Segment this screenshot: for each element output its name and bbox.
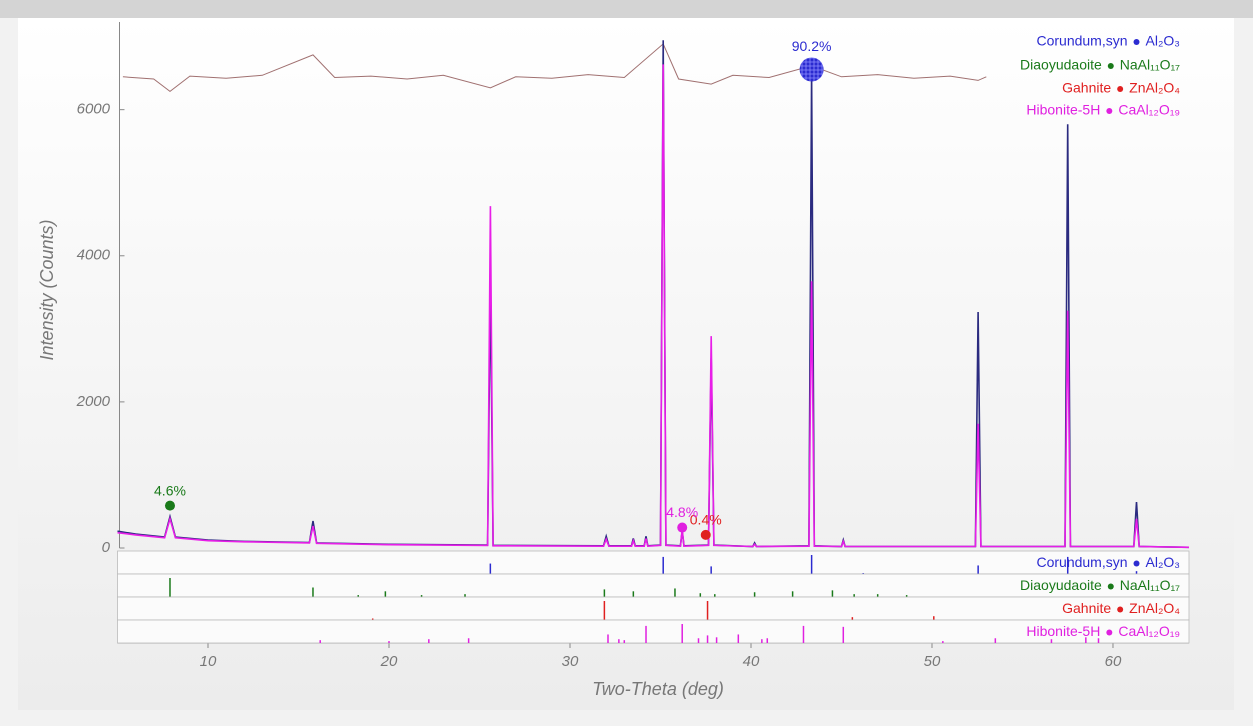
phase-fraction: 90.2% bbox=[792, 38, 832, 54]
x-tick-label: 30 bbox=[562, 653, 579, 670]
stick-panel bbox=[117, 619, 1190, 644]
y-tick-label: 6000 bbox=[77, 101, 111, 118]
legend-name: Diaoyudaoite bbox=[1020, 57, 1102, 73]
panel-label-dot bbox=[1133, 560, 1140, 567]
x-tick-label: 60 bbox=[1105, 653, 1122, 670]
panel-label-name: Gahnite bbox=[1062, 600, 1111, 616]
panel-label-dot bbox=[1117, 606, 1124, 613]
panel-label-formula: Al₂O₃ bbox=[1146, 554, 1180, 570]
x-axis-label: Two-Theta (deg) bbox=[592, 679, 724, 699]
phase-marker bbox=[164, 500, 175, 511]
panel-label-formula: CaAl₁₂O₁₉ bbox=[1118, 623, 1180, 639]
panel-label-name: Corundum,syn bbox=[1036, 554, 1127, 570]
top-band bbox=[0, 0, 1253, 18]
y-tick-label: 4000 bbox=[77, 247, 111, 264]
panel-label-dot bbox=[1107, 583, 1114, 590]
panel-label-dot bbox=[1106, 629, 1113, 636]
legend-formula: ZnAl₂O₄ bbox=[1129, 80, 1180, 96]
panel-label-name: Hibonite-5H bbox=[1026, 623, 1100, 639]
panel-label-formula: ZnAl₂O₄ bbox=[1129, 600, 1180, 616]
y-tick-label: 2000 bbox=[76, 393, 111, 410]
phase-marker bbox=[700, 529, 711, 540]
legend-dot bbox=[1106, 108, 1113, 114]
legend-name: Hibonite-5H bbox=[1026, 102, 1100, 118]
phase-fraction: 4.6% bbox=[154, 482, 186, 498]
legend-formula: CaAl₁₂O₁₉ bbox=[1118, 102, 1180, 118]
legend-name: Gahnite bbox=[1062, 80, 1111, 96]
legend-dot bbox=[1107, 63, 1114, 69]
legend-dot bbox=[1117, 86, 1124, 92]
legend-formula: NaAl₁₁O₁₇ bbox=[1120, 57, 1180, 73]
y-axis-label: Intensity (Counts) bbox=[37, 219, 57, 360]
y-tick-label: 0 bbox=[102, 539, 111, 556]
legend-name: Corundum,syn bbox=[1036, 33, 1127, 49]
stick-panel bbox=[117, 596, 1190, 621]
x-tick-label: 40 bbox=[743, 653, 760, 670]
x-tick-label: 20 bbox=[380, 653, 398, 670]
legend-formula: Al₂O₃ bbox=[1146, 33, 1180, 49]
phase-fraction: 4.8% bbox=[666, 504, 698, 520]
phase-marker bbox=[677, 522, 688, 533]
pattern-line bbox=[117, 64, 1190, 549]
phase-marker bbox=[799, 57, 824, 82]
x-tick-label: 50 bbox=[924, 653, 941, 670]
x-tick-label: 10 bbox=[200, 653, 217, 670]
panel-label-name: Diaoyudaoite bbox=[1020, 577, 1102, 593]
difference-line bbox=[122, 43, 987, 93]
phase-fraction: 0.4% bbox=[690, 512, 722, 528]
legend-dot bbox=[1133, 39, 1140, 45]
panel-label-formula: NaAl₁₁O₁₇ bbox=[1120, 577, 1180, 593]
stick-panel bbox=[117, 550, 1190, 575]
